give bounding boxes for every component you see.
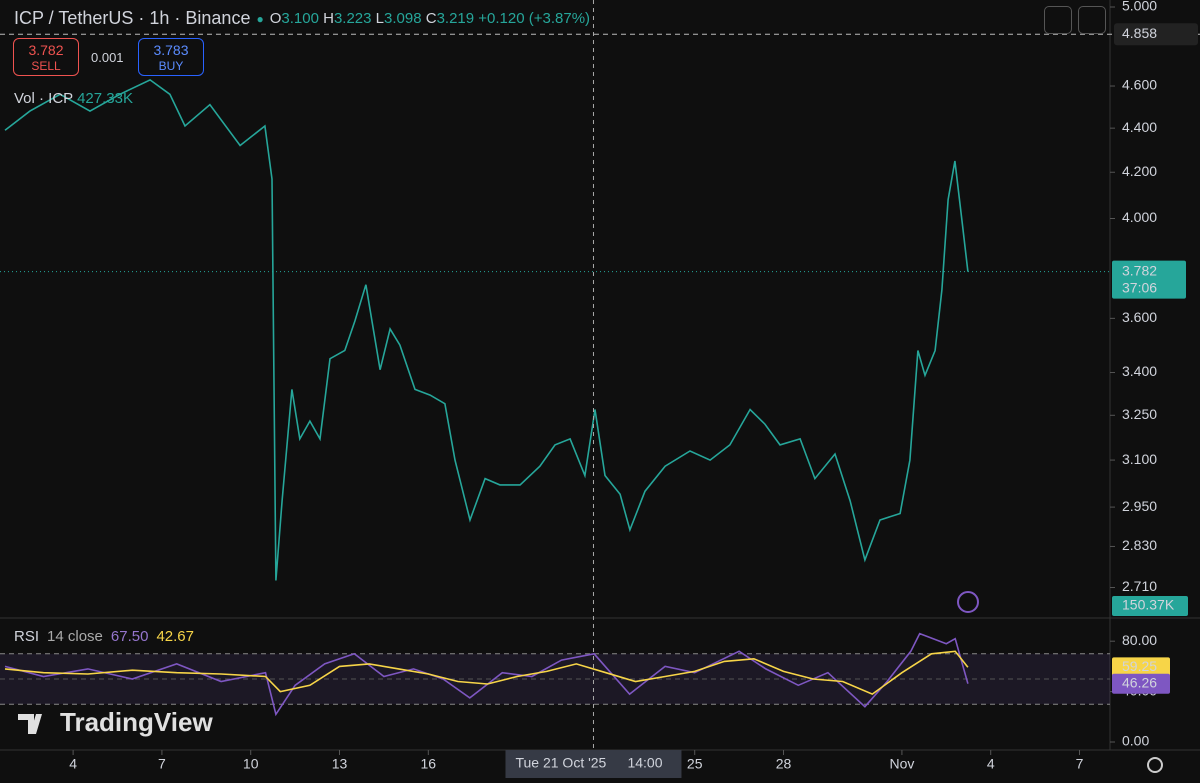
- volume-legend: Vol · ICP 427.33K: [14, 90, 133, 107]
- settings-icon: [1147, 757, 1163, 773]
- last-price-badge: [1112, 260, 1186, 299]
- y-tick-label: 3.250: [1122, 406, 1157, 422]
- brand: TradingView: [60, 707, 213, 737]
- spread: 0.001: [91, 50, 124, 65]
- sell-price: 3.782: [28, 42, 64, 58]
- symbol[interactable]: ICP / TetherUS · 1h · Binance: [14, 8, 251, 28]
- ohlc: O3.100 H3.223 L3.098 C3.219 +0.120 (+3.8…: [270, 10, 590, 27]
- header: ICP / TetherUS · 1h · Binance ● O3.100 H…: [14, 8, 590, 29]
- alert-icon: [957, 591, 979, 613]
- countdown: 37:06: [1122, 279, 1157, 295]
- series-line: [4, 650, 969, 696]
- rsi-value: 67.50: [110, 628, 149, 645]
- ohlc-value: 3.100: [281, 10, 319, 27]
- logo: [18, 714, 42, 734]
- y-tick-label: 3.400: [1122, 363, 1157, 379]
- sell-label: SELL: [31, 59, 61, 73]
- rsi-badge-label: 59.25: [1122, 658, 1157, 674]
- buy-button[interactable]: 3.783 BUY: [138, 38, 204, 76]
- ohlc-value: 3.223: [333, 10, 372, 27]
- rsi-subtitle: 14 close: [47, 628, 103, 645]
- ohlc-value: 3.098: [384, 10, 422, 27]
- x-tick-label: 4: [987, 756, 995, 772]
- y-tick-label: 3.100: [1122, 451, 1157, 467]
- y-tick-label: 4.200: [1122, 163, 1157, 179]
- volume-label: Vol · ICP: [14, 90, 73, 107]
- x-tick-label: 7: [158, 756, 166, 772]
- y-tick-label: 80.00: [1122, 632, 1157, 648]
- x-tick-label: 10: [243, 756, 259, 772]
- rsi-badge: [1112, 657, 1170, 678]
- volume-badge: [1112, 596, 1188, 616]
- x-tick-label: 13: [332, 756, 348, 772]
- series-line: [4, 78, 969, 581]
- rsi-ma-value: 42.67: [156, 628, 194, 645]
- x-tick-label: 4: [69, 756, 77, 772]
- status-dot: ●: [256, 11, 264, 26]
- y-tick-label: 4.400: [1122, 119, 1157, 135]
- sell-button[interactable]: 3.782 SELL: [13, 38, 79, 76]
- crosshair-date: Tue 21 Oct '25: [515, 755, 606, 771]
- ohlc-key: O: [269, 10, 282, 27]
- x-tick-label: 25: [687, 756, 703, 772]
- change: +0.120 (+3.87%): [478, 10, 591, 27]
- ohlc-key: L: [375, 10, 384, 27]
- volume-value: 427.33K: [77, 90, 133, 107]
- y-tick-label: 2.710: [1122, 578, 1157, 594]
- ohlc-key: C: [425, 10, 437, 27]
- rsi-title: RSI: [14, 628, 40, 645]
- y-tick-label: 0.00: [1122, 733, 1149, 749]
- last-price-label: 3.782: [1122, 262, 1157, 278]
- rsi-badge-label: 46.26: [1122, 674, 1157, 690]
- ohlc-value: 3.219: [436, 10, 475, 27]
- high-badge: [1114, 23, 1198, 46]
- series-line: [4, 632, 969, 717]
- volume-axis-label: 150.37K: [1122, 597, 1175, 613]
- high-label: 4.858: [1122, 25, 1157, 41]
- y-tick-label: 4.000: [1122, 209, 1157, 225]
- x-tick-label: Nov: [889, 756, 914, 772]
- y-tick-label: 3.600: [1122, 309, 1157, 325]
- x-tick-label: 16: [421, 756, 437, 772]
- ohlc-key: H: [323, 10, 334, 27]
- download-button[interactable]: [1044, 6, 1072, 34]
- rsi-legend: RSI 14 close 67.50 42.67: [14, 628, 194, 645]
- x-tick-label: 7: [1076, 756, 1084, 772]
- y-tick-label: 2.830: [1122, 537, 1157, 553]
- rsi-badge: [1112, 673, 1170, 694]
- buy-label: BUY: [158, 59, 184, 73]
- fullscreen-button[interactable]: [1078, 6, 1106, 34]
- x-tick-label: 28: [776, 756, 792, 772]
- crosshair-badge: [505, 750, 682, 778]
- buy-price: 3.783: [153, 42, 189, 58]
- y-tick-label: 5.000: [1122, 0, 1157, 14]
- y-tick-label: 2.950: [1122, 498, 1157, 514]
- crosshair-time: 14:00: [627, 755, 662, 771]
- y-tick-label: 4.600: [1122, 77, 1157, 93]
